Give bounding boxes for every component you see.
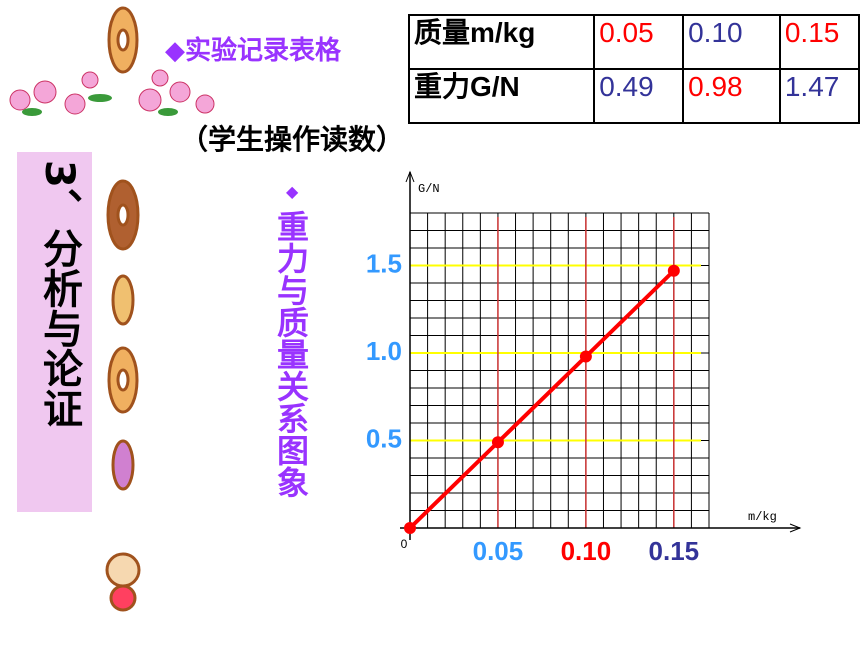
y-arrow — [405, 170, 415, 183]
series-line — [408, 269, 676, 530]
x-tick-label: 0 — [401, 537, 408, 551]
chart-title: 重力与质量关系图象 — [272, 210, 310, 498]
point — [667, 264, 680, 277]
table-cell: 0.05 — [593, 14, 685, 70]
subheading: （学生操作读数） — [180, 123, 405, 156]
flower-garland — [9, 69, 215, 115]
table-row: 质量m/kg 0.05 0.10 0.15 — [407, 14, 860, 70]
heading: ◆实验记录表格 — [165, 36, 341, 66]
table-row: 重力G/N 0.49 0.98 1.47 — [407, 68, 860, 124]
y-axis-label: G/N — [418, 182, 440, 196]
donut-column — [105, 6, 141, 612]
table-cell: 0.10 — [682, 14, 781, 70]
table-cell: 1.47 — [778, 68, 860, 124]
x-arrow — [789, 523, 802, 533]
x-axis-label: m/kg — [748, 510, 777, 524]
section-title: 3、分析与论证 — [36, 160, 82, 428]
table-cell: 0.15 — [778, 14, 860, 70]
point — [579, 350, 592, 363]
x-tick-label: 0.10 — [561, 536, 612, 566]
point — [491, 436, 504, 449]
bullet: ◆ — [286, 182, 299, 201]
y-tick-label: 0.5 — [366, 423, 402, 453]
x-tick-label: 0.05 — [473, 536, 524, 566]
y-tick-label: 1.0 — [366, 336, 402, 366]
table-cell: 重力G/N — [407, 68, 596, 124]
record-table: 质量m/kg 0.05 0.10 0.15 重力G/N 0.49 0.98 1.47 — [407, 14, 860, 124]
point — [404, 522, 416, 534]
table-cell: 质量m/kg — [407, 14, 596, 70]
x-tick-label: 0.15 — [649, 536, 700, 566]
leaves — [22, 94, 178, 116]
section-box — [17, 152, 92, 512]
table-cell: 0.49 — [593, 68, 685, 124]
y-tick-label: 1.5 — [366, 248, 402, 278]
table-cell: 0.98 — [682, 68, 781, 124]
